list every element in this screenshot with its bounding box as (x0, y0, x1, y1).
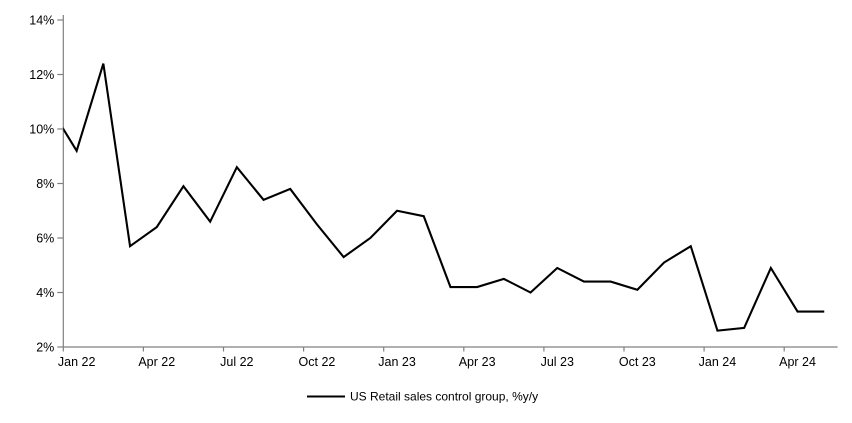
x-tick-label: Jul 22 (220, 355, 253, 369)
x-tick-label: Jan 23 (378, 355, 416, 369)
y-tick-label: 8% (36, 177, 54, 191)
axes-layer: 2% 4% 6% 8% 10% 12% 14% Jan 22 Apr 22 Jul 22 Oct 2… (29, 13, 838, 369)
x-tick-label: Oct 23 (619, 355, 656, 369)
y-tick-label: 10% (29, 122, 54, 136)
x-tick-label: Apr 22 (138, 355, 175, 369)
y-tick-label: 14% (29, 13, 54, 27)
x-tick-label: Apr 23 (459, 355, 496, 369)
legend-label: US Retail sales control group, %y/y (350, 390, 538, 404)
series-line (63, 63, 825, 332)
y-tick-label: 4% (36, 286, 54, 300)
y-tick-label: 2% (36, 340, 54, 354)
x-tick-label: Jan 24 (699, 355, 737, 369)
x-tick-label: Apr 24 (779, 355, 816, 369)
legend: US Retail sales control group, %y/y (307, 390, 538, 404)
series-layer (63, 63, 825, 332)
x-tick-label: Oct 22 (299, 355, 336, 369)
y-tick-label: 12% (29, 68, 54, 82)
x-tick-label: Jan 22 (58, 355, 96, 369)
y-tick-label: 6% (36, 231, 54, 245)
x-tick-label: Jul 23 (541, 355, 574, 369)
